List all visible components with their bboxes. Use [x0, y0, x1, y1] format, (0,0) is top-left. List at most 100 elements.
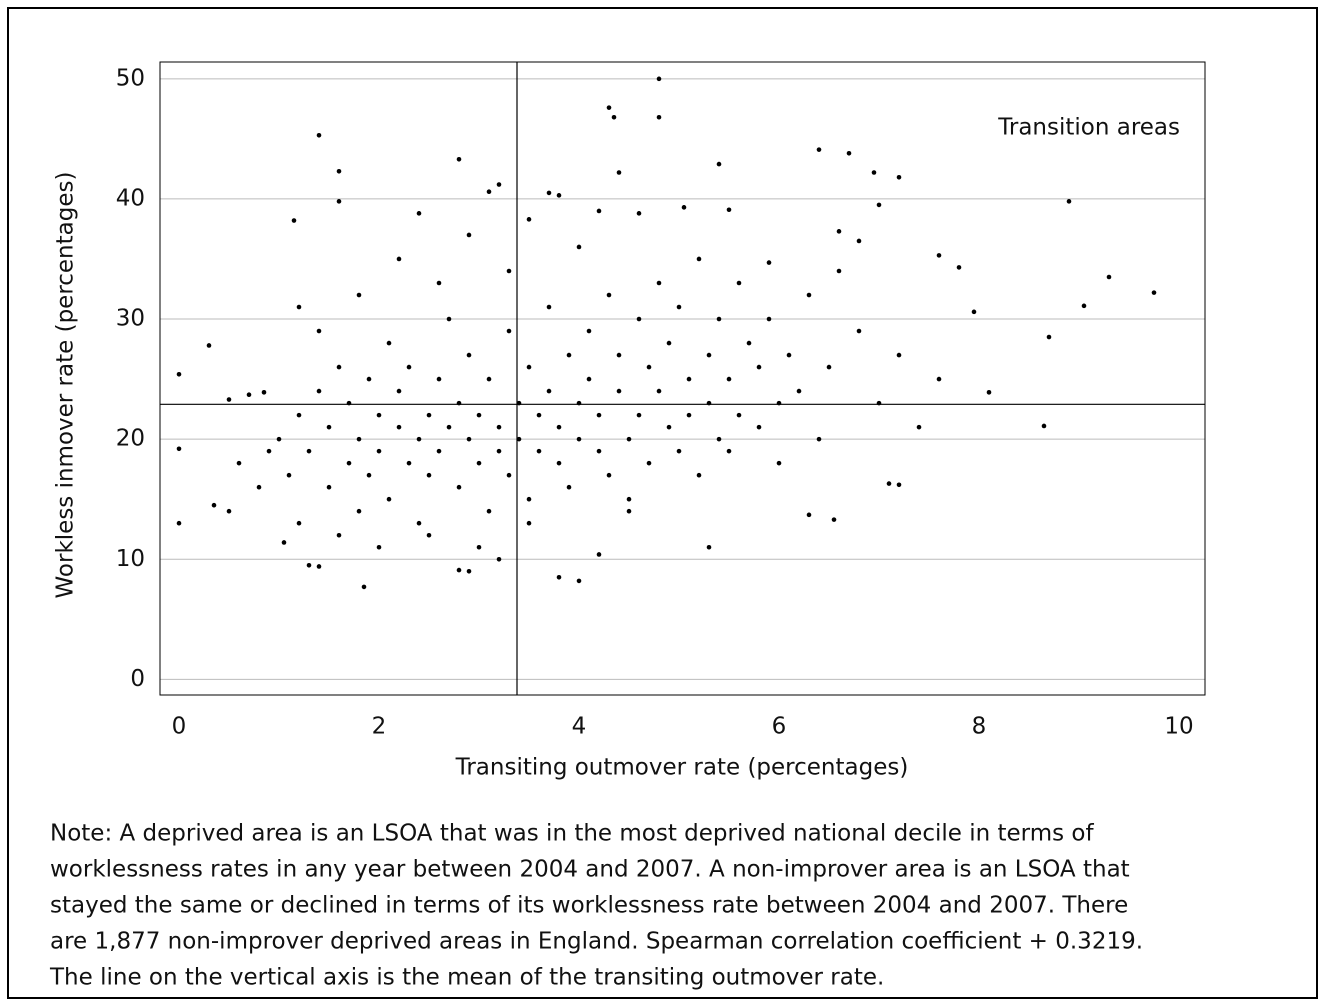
- note-line: stayed the same or declined in terms of …: [50, 893, 1128, 919]
- point: [896, 482, 902, 488]
- point: [636, 211, 642, 216]
- note-line: are 1,877 non-improver deprived areas in…: [50, 929, 1143, 955]
- point: [856, 238, 862, 244]
- point: [726, 376, 732, 382]
- point: [606, 105, 612, 110]
- point: [776, 460, 782, 466]
- point: [886, 481, 892, 486]
- point: [656, 280, 662, 286]
- point: [1151, 290, 1157, 295]
- point: [856, 328, 862, 334]
- plot-area: [159, 61, 1206, 696]
- point: [806, 292, 812, 298]
- point: [426, 472, 432, 478]
- point: [696, 472, 702, 478]
- point: [676, 304, 682, 310]
- point: [876, 400, 882, 406]
- point: [716, 436, 722, 442]
- point: [716, 316, 722, 322]
- point: [176, 520, 182, 526]
- point: [236, 460, 242, 466]
- point: [336, 532, 342, 538]
- point: [476, 544, 482, 550]
- point: [736, 412, 742, 418]
- point: [306, 562, 312, 568]
- point: [206, 343, 212, 348]
- point: [246, 392, 252, 398]
- point: [506, 268, 512, 274]
- note-line: The line on the vertical axis is the mea…: [49, 965, 884, 991]
- point: [456, 156, 462, 162]
- point: [816, 436, 822, 442]
- point: [556, 574, 562, 580]
- point: [366, 472, 372, 478]
- point: [611, 114, 617, 120]
- point: [566, 484, 572, 490]
- point: [546, 190, 552, 196]
- point: [616, 170, 622, 175]
- point: [266, 448, 272, 454]
- point: [326, 484, 332, 490]
- point: [696, 256, 702, 262]
- y-tick-label: 10: [116, 546, 145, 572]
- point: [726, 448, 732, 454]
- point: [666, 424, 672, 430]
- point: [576, 436, 582, 442]
- point: [796, 388, 802, 394]
- point: [576, 578, 582, 584]
- point: [211, 502, 217, 508]
- point: [361, 584, 367, 590]
- point: [526, 364, 532, 370]
- point: [426, 412, 432, 418]
- point: [456, 400, 462, 406]
- point: [586, 376, 592, 382]
- point: [626, 508, 632, 514]
- point: [656, 114, 662, 120]
- point: [846, 150, 852, 156]
- point: [556, 460, 562, 466]
- point: [526, 520, 532, 526]
- point: [456, 567, 462, 573]
- x-tick-label: 0: [172, 714, 187, 740]
- point: [656, 388, 662, 394]
- point: [376, 412, 382, 418]
- point: [706, 400, 712, 406]
- point: [496, 182, 502, 187]
- point: [226, 397, 232, 402]
- point: [296, 412, 302, 418]
- point: [646, 364, 652, 370]
- point: [766, 260, 772, 265]
- point: [816, 147, 822, 152]
- point: [516, 400, 522, 406]
- point: [281, 540, 287, 545]
- point: [506, 472, 512, 478]
- point: [486, 189, 492, 195]
- point: [596, 448, 602, 454]
- point: [436, 448, 442, 454]
- y-axis-title: Workless inmover rate (percentages): [53, 172, 79, 599]
- point: [306, 448, 312, 454]
- point: [896, 352, 902, 358]
- point: [326, 424, 332, 430]
- frame: [7, 7, 1318, 999]
- point: [666, 340, 672, 346]
- note-line: worklessness rates in any year between 2…: [50, 857, 1130, 883]
- y-tick-label: 20: [116, 426, 145, 452]
- point: [936, 376, 942, 382]
- point: [686, 376, 692, 382]
- point: [786, 352, 792, 358]
- point: [436, 376, 442, 382]
- point: [646, 460, 652, 466]
- point: [556, 424, 562, 430]
- point: [756, 364, 762, 370]
- point: [416, 436, 422, 442]
- point: [176, 371, 182, 377]
- point: [376, 544, 382, 550]
- point: [971, 309, 977, 315]
- point: [396, 256, 402, 262]
- point: [676, 448, 682, 454]
- point: [466, 568, 472, 574]
- point: [766, 316, 772, 322]
- point: [486, 508, 492, 514]
- x-tick-label: 4: [572, 714, 587, 740]
